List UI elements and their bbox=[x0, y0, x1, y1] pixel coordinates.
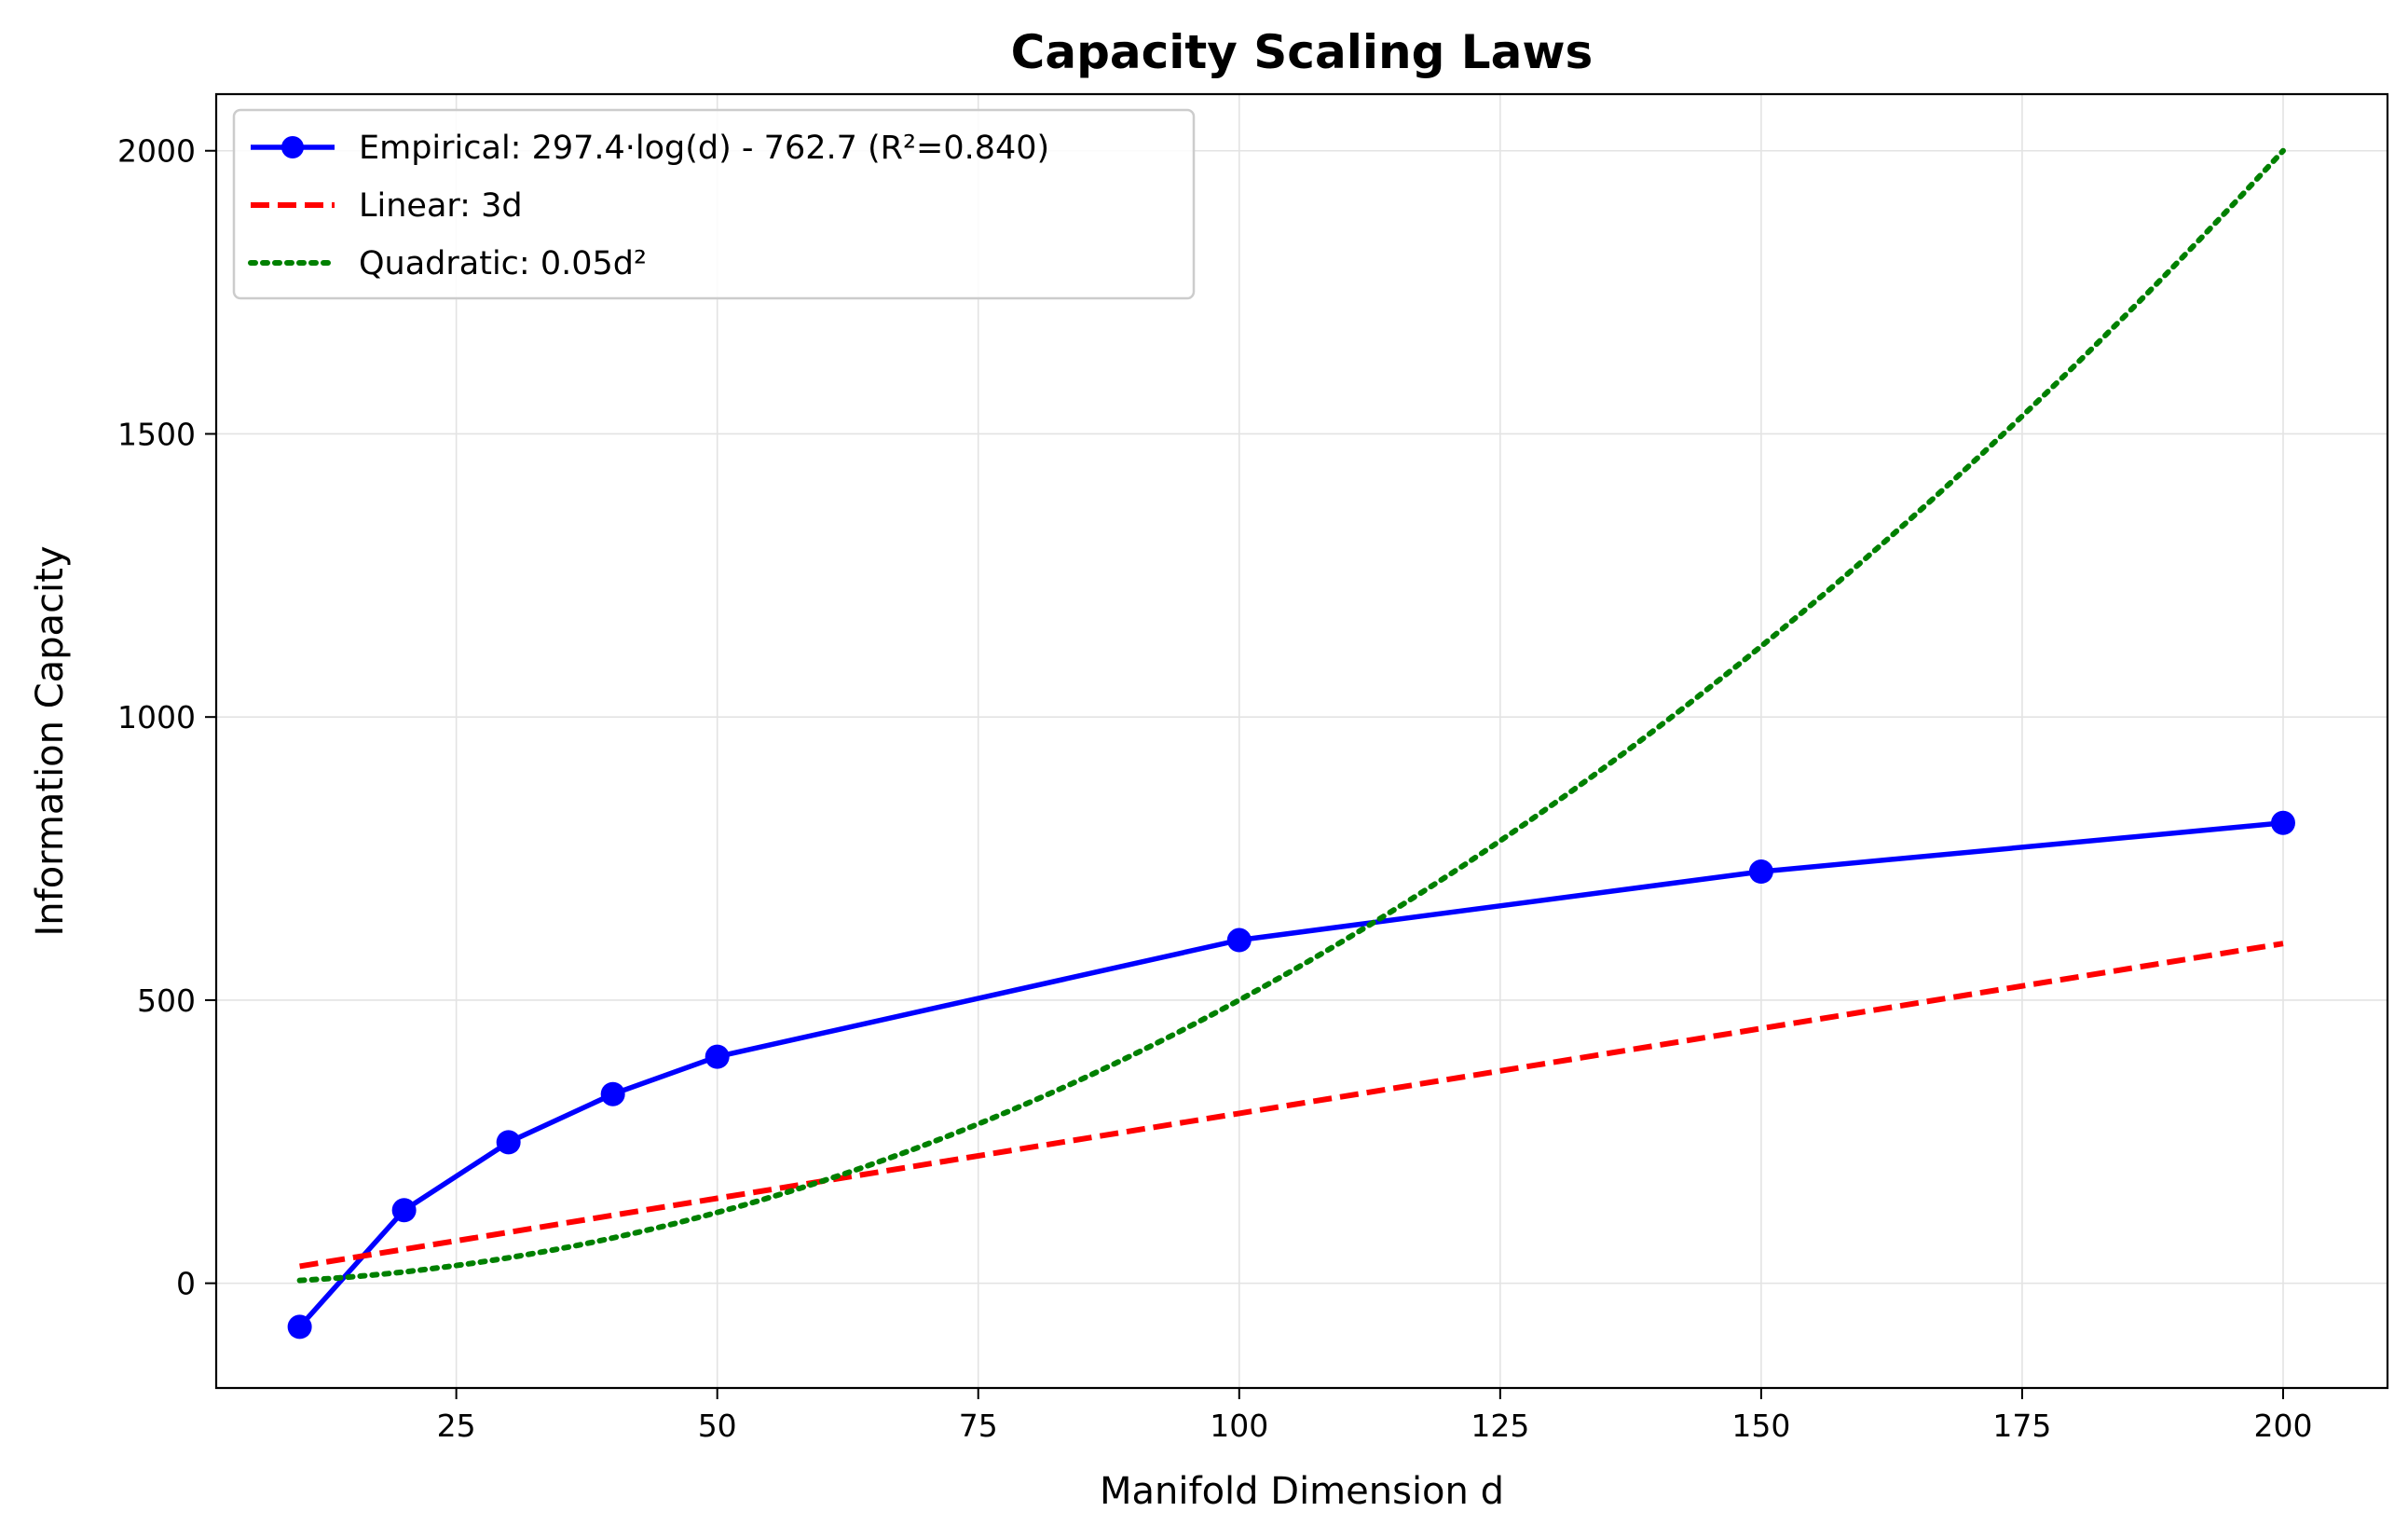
y-axis-title: Information Capacity bbox=[29, 545, 72, 936]
legend-entry: Empirical: 297.4·log(d) - 762.7 (R²=0.84… bbox=[251, 130, 1049, 167]
series-line bbox=[297, 820, 2284, 1329]
data-point bbox=[391, 1198, 417, 1223]
data-point bbox=[287, 1314, 312, 1340]
data-point bbox=[705, 1044, 730, 1069]
legend-swatch-marker bbox=[281, 136, 304, 158]
series-layer bbox=[287, 147, 2295, 1340]
x-axis-title: Manifold Dimension d bbox=[1100, 1470, 1504, 1513]
series-1 bbox=[299, 941, 2284, 1270]
x-tick-label: 25 bbox=[437, 1408, 476, 1444]
y-tick-label: 1000 bbox=[117, 699, 196, 735]
y-tick-label: 500 bbox=[137, 982, 196, 1019]
data-point bbox=[2270, 810, 2295, 835]
series-0 bbox=[287, 810, 2295, 1340]
series-line bbox=[299, 941, 2284, 1270]
y-tick-label: 1500 bbox=[117, 416, 196, 452]
data-point bbox=[1226, 928, 1252, 953]
series-2 bbox=[296, 147, 2286, 1284]
data-point bbox=[600, 1081, 625, 1106]
legend-entry: Linear: 3d bbox=[251, 187, 523, 225]
x-tick-label: 175 bbox=[1992, 1408, 2051, 1444]
data-point bbox=[496, 1130, 521, 1155]
series-line bbox=[296, 147, 2286, 1284]
data-point bbox=[1748, 859, 1773, 885]
plot-frame bbox=[214, 92, 2389, 1390]
y-tick-label: 0 bbox=[176, 1266, 196, 1302]
x-tick-label: 125 bbox=[1471, 1408, 1529, 1444]
legend-entry: Quadratic: 0.05d² bbox=[248, 245, 647, 282]
x-tick-label: 100 bbox=[1210, 1408, 1268, 1444]
x-tick-label: 200 bbox=[2253, 1408, 2312, 1444]
legend-label: Quadratic: 0.05d² bbox=[359, 245, 647, 282]
legend-label: Empirical: 297.4·log(d) - 762.7 (R²=0.84… bbox=[359, 130, 1049, 167]
chart-title: Capacity Scaling Laws bbox=[1011, 25, 1594, 79]
grid-layer bbox=[216, 94, 2387, 1388]
legend-box bbox=[232, 108, 1196, 300]
legend-label: Linear: 3d bbox=[359, 187, 523, 225]
x-tick-label: 75 bbox=[959, 1408, 998, 1444]
legend: Empirical: 297.4·log(d) - 762.7 (R²=0.84… bbox=[232, 108, 1196, 300]
x-tick-label: 50 bbox=[698, 1408, 737, 1444]
y-tick-label: 2000 bbox=[117, 133, 196, 170]
x-tick-label: 150 bbox=[1731, 1408, 1790, 1444]
